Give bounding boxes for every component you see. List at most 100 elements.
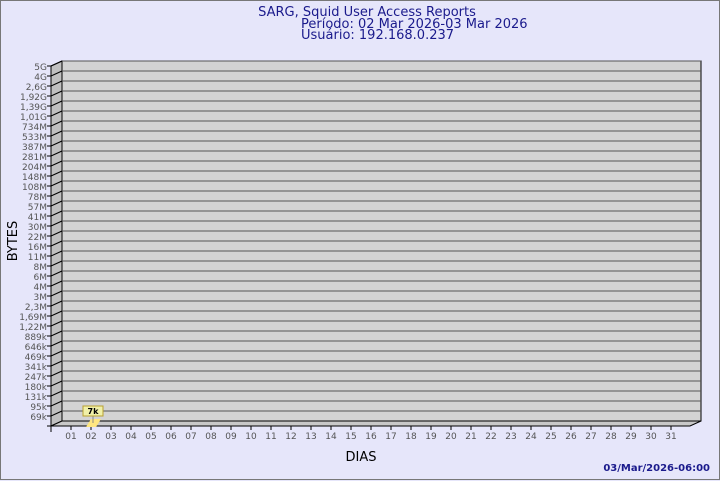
x-tick-label: 01 (65, 432, 76, 442)
gridline-side (50, 200, 63, 207)
y-tick-label: 341k (25, 363, 48, 373)
gridline-side (50, 290, 63, 297)
y-tick-label: 22M (28, 233, 47, 243)
y-tick-label: 108M (22, 183, 47, 193)
floor (50, 420, 702, 427)
x-tick-label: 06 (165, 432, 177, 442)
gridline-side (50, 340, 63, 347)
y-tick-label: 247k (25, 373, 48, 383)
x-tick-label: 22 (485, 432, 496, 442)
gridline-side (50, 270, 63, 277)
x-tick-label: 26 (565, 432, 577, 442)
x-tick-label: 03 (105, 432, 116, 442)
gridline-side (50, 370, 63, 377)
gridline-side (50, 300, 63, 307)
gridline-side (50, 390, 63, 397)
x-tick-label: 31 (665, 432, 676, 442)
y-tick-label: 387M (22, 143, 47, 153)
gridline-side (50, 320, 63, 327)
y-tick-label: 2,6G (26, 83, 47, 93)
x-tick-label: 07 (185, 432, 196, 442)
x-tick-label: 28 (605, 432, 617, 442)
x-tick-label: 09 (225, 432, 237, 442)
y-tick-label: 8M (34, 263, 48, 273)
x-tick-label: 10 (245, 432, 257, 442)
y-tick-label: 889k (25, 333, 48, 343)
x-tick-label: 08 (205, 432, 217, 442)
x-tick-label: 11 (265, 432, 276, 442)
y-tick-label: 204M (22, 163, 47, 173)
y-tick-label: 57M (28, 203, 47, 213)
gridline-side (50, 80, 63, 87)
gridline-side (50, 140, 63, 147)
x-tick-label: 04 (125, 432, 137, 442)
x-tick-label: 16 (365, 432, 377, 442)
gridline-side (50, 70, 63, 77)
y-tick-label: 30M (28, 223, 47, 233)
gridline-side (50, 310, 63, 317)
y-tick-label: 41M (28, 213, 47, 223)
gridline-side (50, 250, 63, 257)
x-tick-label: 19 (425, 432, 437, 442)
x-tick-label: 20 (445, 432, 457, 442)
y-tick-label: 3M (34, 293, 48, 303)
x-tick-label: 02 (85, 432, 96, 442)
y-tick-label: 734M (22, 123, 47, 133)
y-tick-label: 16M (28, 243, 47, 253)
y-tick-label: 131k (25, 393, 48, 403)
y-tick-label: 2,3M (25, 303, 47, 313)
footer-timestamp: 03/Mar/2026-06:00 (603, 463, 710, 474)
gridline-side (50, 280, 63, 287)
gridline-side (50, 330, 63, 337)
y-tick-label: 533M (22, 133, 47, 143)
gridline-side (50, 160, 63, 167)
y-tick-label: 5G (34, 63, 47, 73)
y-tick-label: 148M (22, 173, 47, 183)
x-tick-label: 17 (385, 432, 396, 442)
gridline-side (50, 400, 63, 407)
x-tick-label: 18 (405, 432, 417, 442)
y-tick-label: 11M (28, 253, 47, 263)
gridline-side (50, 380, 63, 387)
chart-user: Usuário: 192.168.0.237 (301, 28, 454, 43)
gridline-side (50, 180, 63, 187)
gridline-side (50, 210, 63, 217)
x-tick-label: 25 (545, 432, 556, 442)
gridline-side (50, 130, 63, 137)
gridline-side (50, 230, 63, 237)
x-tick-label: 14 (325, 432, 337, 442)
y-tick-label: 1,39G (20, 103, 47, 113)
bar-label: 7k (88, 407, 100, 416)
x-tick-label: 12 (285, 432, 296, 442)
gridline-side (50, 350, 63, 357)
gridline-side (50, 90, 63, 97)
gridline-side (50, 150, 63, 157)
y-tick-label: 78M (28, 193, 47, 203)
x-axis-label: DIAS (346, 450, 377, 465)
y-tick-label: 69k (30, 413, 47, 423)
gridline-side (50, 220, 63, 227)
gridline-side (50, 410, 63, 417)
gridline-side (50, 110, 63, 117)
x-tick-label: 05 (145, 432, 156, 442)
x-tick-label: 29 (625, 432, 637, 442)
gridline-side (50, 100, 63, 107)
y-tick-label: 1,92G (20, 93, 47, 103)
y-tick-label: 469k (25, 353, 48, 363)
y-axis-label: BYTES (6, 221, 21, 262)
gridline-side (50, 60, 63, 67)
gridline-side (50, 190, 63, 197)
x-tick-label: 27 (585, 432, 596, 442)
y-tick-label: 6M (34, 273, 48, 283)
gridline-side (50, 360, 63, 367)
x-tick-label: 13 (305, 432, 316, 442)
y-tick-label: 281M (22, 153, 47, 163)
gridline-side (50, 120, 63, 127)
x-tick-label: 23 (505, 432, 516, 442)
bar-label-box (82, 405, 104, 417)
y-tick-label: 95k (30, 403, 47, 413)
y-tick-label: 1,01G (20, 113, 47, 123)
x-tick-label: 21 (465, 432, 476, 442)
gridline-side (50, 260, 63, 267)
